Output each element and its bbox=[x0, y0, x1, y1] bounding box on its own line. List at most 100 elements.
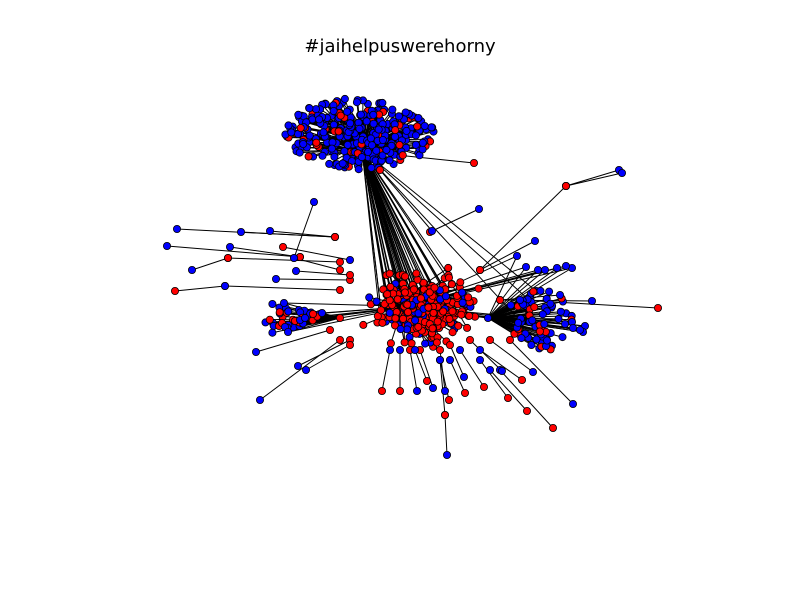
graph-node-red bbox=[398, 151, 407, 160]
graph-node-blue bbox=[317, 308, 326, 317]
graph-node-red bbox=[378, 318, 387, 327]
graph-node-red bbox=[385, 269, 394, 278]
graph-node-blue bbox=[428, 383, 437, 392]
graph-node-blue bbox=[569, 323, 578, 332]
graph-node-red bbox=[444, 263, 453, 272]
graph-node-red bbox=[400, 288, 409, 297]
graph-node-blue bbox=[618, 168, 627, 177]
graph-node-red bbox=[399, 314, 408, 323]
graph-edge bbox=[293, 201, 315, 259]
graph-node-blue bbox=[402, 126, 411, 135]
graph-node-red bbox=[400, 338, 409, 347]
graph-node-red bbox=[425, 288, 434, 297]
edge-layer bbox=[166, 98, 659, 456]
graph-node-red bbox=[495, 295, 504, 304]
graph-node-blue bbox=[287, 128, 296, 137]
graph-node-red bbox=[335, 257, 344, 266]
graph-edge bbox=[479, 359, 509, 399]
graph-node-blue bbox=[357, 153, 366, 162]
graph-node-red bbox=[428, 324, 437, 333]
graph-node-red bbox=[530, 303, 539, 312]
graph-node-red bbox=[375, 165, 384, 174]
graph-node-blue bbox=[534, 265, 543, 274]
graph-node-blue bbox=[369, 110, 378, 119]
graph-node-red bbox=[505, 335, 514, 344]
graph-node-blue bbox=[418, 145, 427, 154]
graph-node-red bbox=[422, 376, 431, 385]
graph-node-red bbox=[549, 423, 558, 432]
graph-node-red bbox=[336, 111, 345, 120]
graph-node-red bbox=[391, 126, 400, 135]
graph-edge bbox=[459, 349, 485, 388]
graph-node-blue bbox=[325, 159, 334, 168]
graph-node-blue bbox=[299, 139, 308, 148]
graph-node-red bbox=[345, 340, 354, 349]
graph-node-blue bbox=[255, 395, 264, 404]
graph-node-red bbox=[445, 314, 454, 323]
graph-node-blue bbox=[365, 293, 374, 302]
graph-node-red bbox=[463, 323, 472, 332]
graph-node-blue bbox=[378, 151, 387, 160]
graph-node-blue bbox=[411, 131, 420, 140]
graph-node-blue bbox=[396, 325, 405, 334]
graph-node-blue bbox=[561, 319, 570, 328]
graph-node-red bbox=[448, 307, 457, 316]
graph-edge bbox=[361, 149, 522, 323]
graph-node-red bbox=[395, 140, 404, 149]
graph-node-blue bbox=[172, 224, 181, 233]
graph-node-blue bbox=[562, 261, 571, 270]
graph-node-blue bbox=[528, 316, 537, 325]
graph-node-blue bbox=[427, 226, 436, 235]
graph-edge bbox=[282, 246, 351, 261]
graph-node-red bbox=[335, 265, 344, 274]
graph-edge bbox=[295, 270, 351, 276]
graph-node-blue bbox=[268, 299, 277, 308]
graph-node-blue bbox=[374, 125, 383, 134]
graph-node-blue bbox=[556, 290, 565, 299]
graph-edge bbox=[487, 269, 539, 319]
graph-node-red bbox=[386, 282, 395, 291]
graph-node-red bbox=[296, 124, 305, 133]
graph-edge bbox=[361, 149, 395, 291]
graph-node-blue bbox=[475, 345, 484, 354]
graph-edge bbox=[229, 246, 301, 258]
graph-edge bbox=[487, 269, 546, 319]
graph-node-blue bbox=[338, 159, 347, 168]
graph-node-blue bbox=[366, 134, 375, 143]
graph-node-red bbox=[325, 325, 334, 334]
graph-node-blue bbox=[522, 262, 531, 271]
graph-edge bbox=[509, 339, 574, 405]
graph-node-blue bbox=[378, 98, 387, 107]
graph-node-blue bbox=[265, 226, 274, 235]
graph-node-blue bbox=[558, 333, 567, 342]
graph-node-blue bbox=[289, 253, 298, 262]
graph-node-blue bbox=[421, 339, 430, 348]
graph-edge bbox=[361, 149, 532, 303]
graph-node-blue bbox=[588, 296, 597, 305]
graph-node-blue bbox=[475, 355, 484, 364]
graph-edge bbox=[361, 149, 387, 302]
graph-node-red bbox=[383, 290, 392, 299]
graph-node-blue bbox=[420, 122, 429, 131]
graph-node-blue bbox=[394, 112, 403, 121]
graph-edge bbox=[439, 359, 446, 416]
graph-edge bbox=[255, 329, 331, 353]
graph-node-blue bbox=[369, 119, 378, 128]
graph-node-red bbox=[345, 270, 354, 279]
graph-node-red bbox=[457, 310, 466, 319]
graph-edge bbox=[519, 299, 659, 309]
graph-node-red bbox=[312, 138, 321, 147]
graph-node-blue bbox=[279, 298, 288, 307]
graph-edge bbox=[259, 339, 341, 401]
graph-node-blue bbox=[458, 298, 467, 307]
graph-node-blue bbox=[345, 255, 354, 264]
graph-node-blue bbox=[293, 361, 302, 370]
graph-node-blue bbox=[517, 334, 526, 343]
graph-node-blue bbox=[340, 94, 349, 103]
graph-node-blue bbox=[346, 119, 355, 128]
graph-node-blue bbox=[329, 120, 338, 129]
graph-node-blue bbox=[401, 108, 410, 117]
graph-node-blue bbox=[414, 309, 423, 318]
graph-node-red bbox=[523, 406, 532, 415]
